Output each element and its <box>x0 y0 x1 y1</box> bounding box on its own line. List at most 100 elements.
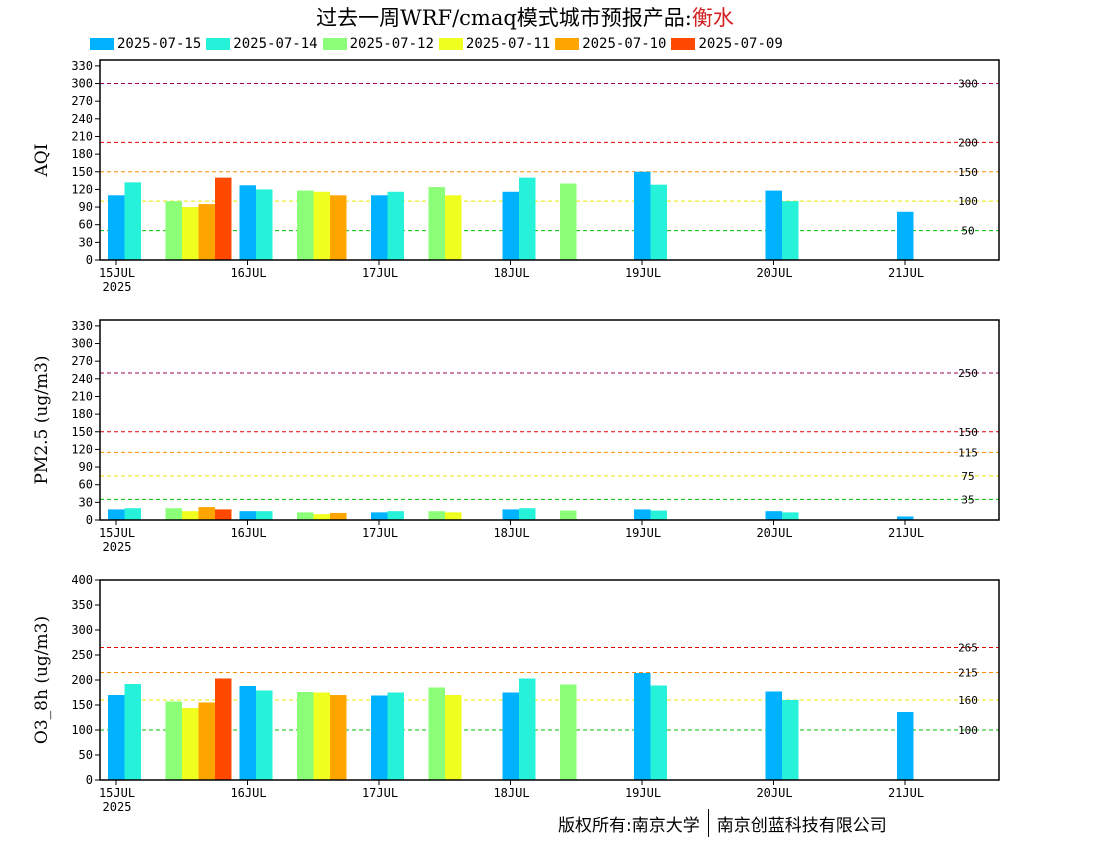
x-tick-label: 15JUL <box>99 526 135 540</box>
x-tick-label: 19JUL <box>625 266 661 280</box>
bar <box>239 185 256 260</box>
y-tick-label: 150 <box>71 698 93 712</box>
bar <box>634 673 651 780</box>
y-tick-label: 120 <box>71 182 93 196</box>
y-tick-label: 300 <box>71 623 93 637</box>
legend-label: 2025-07-10 <box>582 36 667 52</box>
threshold-label: 300 <box>958 78 978 91</box>
bar <box>297 692 314 780</box>
legend-label: 2025-07-14 <box>233 36 318 52</box>
bar <box>897 516 914 520</box>
y-tick-label: 330 <box>71 319 93 333</box>
x-tick-label: 21JUL <box>888 786 924 800</box>
y-tick-label: 270 <box>71 94 93 108</box>
bar <box>387 191 404 260</box>
y-tick-label: 150 <box>71 425 93 439</box>
bar <box>560 183 577 260</box>
bar <box>560 510 577 520</box>
threshold-label: 265 <box>958 642 978 655</box>
y-tick-label: 60 <box>79 478 93 492</box>
plot-frame <box>99 319 1000 521</box>
bar <box>198 204 215 260</box>
x-tick-label: 17JUL <box>362 786 398 800</box>
y-tick-label: 210 <box>71 389 93 403</box>
legend: 2025-07-15 2025-07-14 2025-07-12 2025-07-11… <box>90 34 788 54</box>
bar <box>182 207 199 260</box>
bar <box>634 509 651 520</box>
bar <box>256 690 273 780</box>
chart-panel: 100 160 215 265 0 50 100 150 200 250 300 350 400 15JU… <box>32 573 1000 814</box>
bar <box>297 190 314 260</box>
legend-label: 2025-07-11 <box>465 36 551 52</box>
title-prefix: 过去一周WRF/cmaq模式城市预报产品: <box>316 6 692 30</box>
legend-swatch <box>206 38 231 50</box>
x-tick-label: 17JUL <box>362 526 398 540</box>
bar <box>239 511 256 520</box>
bar <box>445 695 462 780</box>
bar <box>371 695 388 780</box>
bar <box>108 695 125 780</box>
y-tick-label: 50 <box>79 748 93 762</box>
legend-swatch <box>555 38 580 50</box>
legend-swatch <box>438 38 463 50</box>
x-tick-label: 19JUL <box>625 526 661 540</box>
bar <box>519 177 536 260</box>
plot-frame <box>99 579 1000 781</box>
copyright: 版权所有:南京大学 南京创蓝科技有限公司 <box>558 808 887 838</box>
copyright-separator <box>707 809 709 837</box>
bar <box>215 678 232 780</box>
bar <box>560 684 577 780</box>
bar <box>502 191 519 260</box>
x-tick-label: 16JUL <box>230 526 266 540</box>
bar <box>371 195 388 260</box>
y-tick-label: 180 <box>71 147 93 161</box>
x-tick-label: 18JUL <box>493 266 529 280</box>
bar <box>330 195 347 260</box>
bar <box>782 512 799 520</box>
threshold-label: 50 <box>961 225 974 238</box>
y-tick-label: 240 <box>71 372 93 386</box>
bar <box>897 712 914 780</box>
y-tick-label: 30 <box>79 235 93 249</box>
legend-item: 2025-07-11 <box>438 36 551 52</box>
chart-panel: 35 75 115 150 250 0 30 60 90 120 150 180 210 240 270 30… <box>32 319 1000 554</box>
threshold-label: 160 <box>958 694 978 707</box>
y-axis-title: O3_8h (ug/m3) <box>32 616 52 744</box>
legend-item: 2025-07-10 <box>555 36 666 52</box>
legend-item: 2025-07-15 <box>90 36 201 52</box>
copyright-right: 南京创蓝科技有限公司 <box>716 815 887 836</box>
threshold-label: 250 <box>958 367 978 380</box>
y-tick-label: 270 <box>71 354 93 368</box>
y-axis-title: PM2.5 (ug/m3) <box>32 355 52 484</box>
legend-item: 2025-07-14 <box>206 36 318 52</box>
bar <box>124 684 141 780</box>
y-tick-label: 30 <box>79 495 93 509</box>
bar <box>445 195 462 260</box>
x-tick-label: 16JUL <box>230 266 266 280</box>
y-tick-label: 200 <box>71 673 93 687</box>
bar <box>215 509 232 520</box>
title-city: 衡水 <box>691 6 734 30</box>
threshold-label: 150 <box>958 426 978 439</box>
x-tick-label: 17JUL <box>362 266 398 280</box>
x-year-label: 2025 <box>103 800 132 814</box>
x-tick-label: 16JUL <box>230 786 266 800</box>
y-tick-label: 330 <box>71 59 93 73</box>
plot-frame <box>99 59 1000 261</box>
bar <box>297 512 314 520</box>
bar <box>313 692 330 780</box>
y-tick-label: 400 <box>71 573 93 587</box>
bar <box>428 187 445 260</box>
legend-item: 2025-07-12 <box>322 36 434 52</box>
bar <box>165 508 182 520</box>
x-tick-label: 20JUL <box>756 786 792 800</box>
bar <box>650 685 667 780</box>
bar <box>239 686 256 780</box>
x-tick-label: 18JUL <box>493 526 529 540</box>
bar <box>428 511 445 520</box>
bar <box>124 182 141 260</box>
bar <box>313 191 330 260</box>
y-tick-label: 100 <box>71 723 93 737</box>
bar <box>165 701 182 780</box>
